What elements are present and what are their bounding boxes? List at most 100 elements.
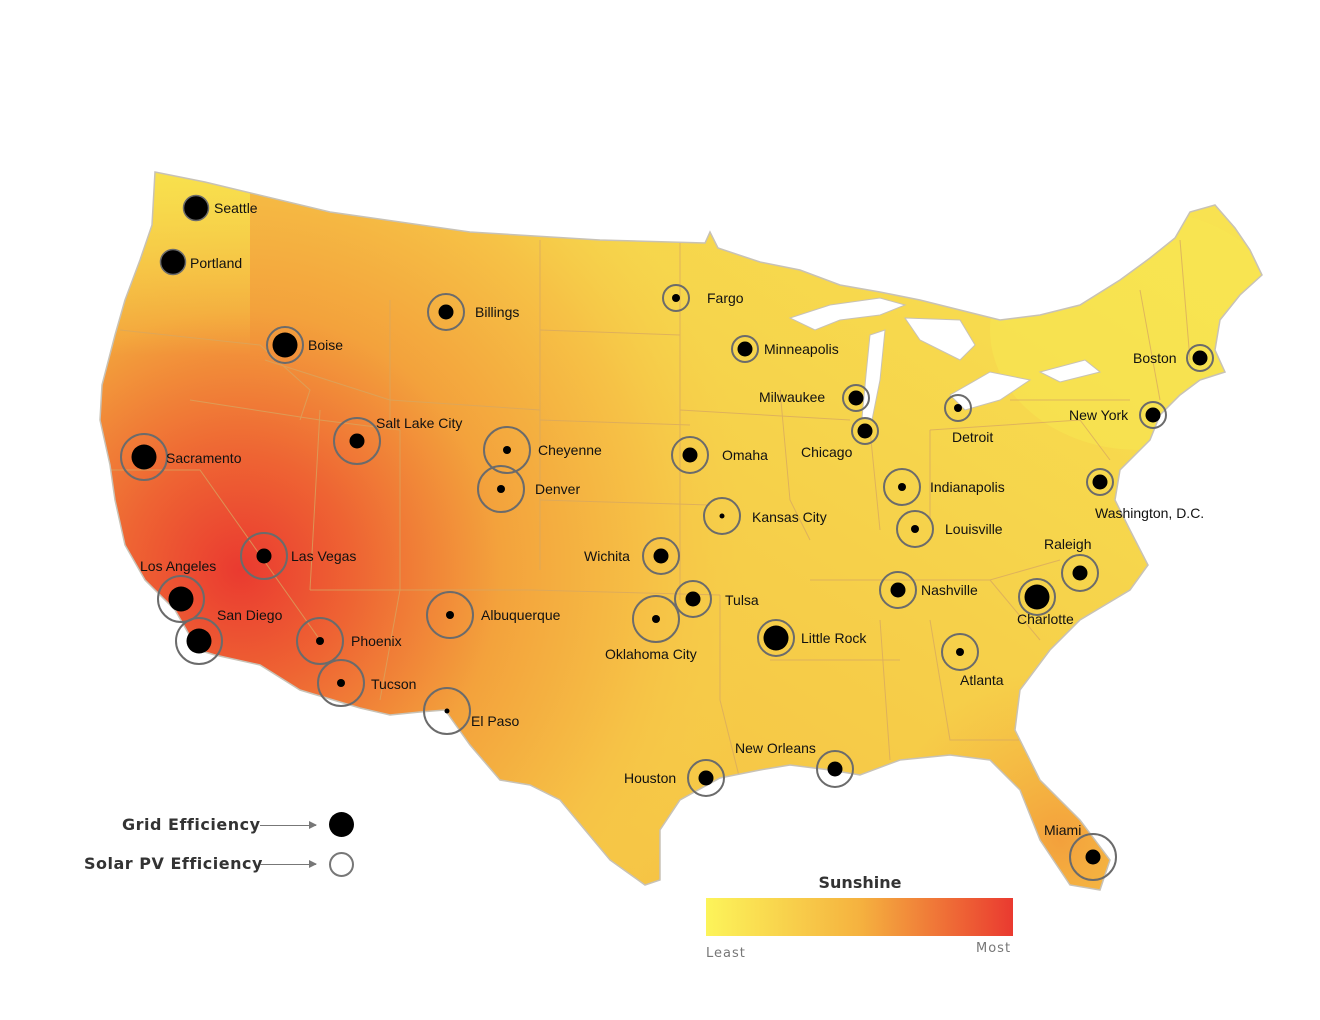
city-label: Indianapolis (930, 479, 1005, 495)
legend-solar-ring-icon (329, 852, 354, 877)
city-label: Boise (308, 337, 343, 353)
city-label: Cheyenne (538, 442, 602, 458)
grid-efficiency-dot (256, 548, 272, 564)
city-marker-houston: Houston (624, 759, 725, 797)
solar-pv-ring (944, 394, 972, 422)
city-marker-phoenix: Phoenix (296, 617, 402, 665)
legend-grid-dot-icon (329, 812, 354, 837)
city-label: Charlotte (1017, 611, 1074, 627)
solar-pv-ring (1069, 833, 1117, 881)
solar-pv-ring (483, 426, 531, 474)
city-marker-washington-d-c: Washington, D.C. (1086, 468, 1204, 521)
grid-efficiency-dot (890, 582, 906, 598)
city-label: Seattle (214, 200, 258, 216)
grid-efficiency-dot (272, 332, 298, 358)
city-marker-detroit: Detroit (944, 394, 993, 445)
solar-pv-ring (423, 687, 471, 735)
city-label: Milwaukee (759, 389, 825, 405)
city-label: Detroit (952, 429, 993, 445)
grid-efficiency-dot (349, 433, 365, 449)
city-label: Tulsa (725, 592, 759, 608)
city-marker-indianapolis: Indianapolis (883, 468, 1005, 506)
solar-pv-ring (662, 284, 690, 312)
city-marker-boston: Boston (1133, 344, 1214, 372)
city-label: Boston (1133, 350, 1177, 366)
solar-pv-ring (1061, 554, 1099, 592)
grid-efficiency-dot (719, 513, 725, 519)
grid-efficiency-dot (956, 648, 964, 656)
grid-efficiency-dot (337, 679, 345, 687)
solar-pv-ring (426, 591, 474, 639)
city-marker-tucson: Tucson (317, 659, 416, 707)
solar-pv-ring (842, 384, 870, 412)
city-label: Phoenix (351, 633, 402, 649)
city-marker-nashville: Nashville (879, 571, 978, 609)
grid-efficiency-dot (898, 483, 906, 491)
grid-efficiency-dot (446, 611, 454, 619)
city-marker-atlanta: Atlanta (941, 633, 1004, 688)
solar-pv-ring (1139, 401, 1167, 429)
city-marker-raleigh: Raleigh (1044, 536, 1099, 592)
solar-pv-ring (120, 433, 168, 481)
sunshine-scale-bar (706, 898, 1013, 936)
solar-pv-ring (1086, 468, 1114, 496)
grid-efficiency-dot (848, 390, 864, 406)
city-marker-omaha: Omaha (671, 436, 768, 474)
solar-pv-ring (296, 617, 344, 665)
city-label: Salt Lake City (376, 415, 462, 431)
legend-grid-label: Grid Efficiency (122, 815, 261, 834)
solar-pv-ring (674, 580, 712, 618)
city-marker-albuquerque: Albuquerque (426, 591, 561, 639)
city-marker-boise: Boise (266, 326, 343, 364)
city-label: Tucson (371, 676, 416, 692)
city-marker-louisville: Louisville (896, 510, 1003, 548)
city-marker-denver: Denver (477, 465, 580, 513)
city-marker-san-diego: San Diego (175, 607, 283, 665)
state-borders (110, 239, 1191, 781)
solar-pv-ring (851, 417, 879, 445)
city-marker-milwaukee: Milwaukee (759, 384, 870, 412)
solar-pv-ring (427, 293, 465, 331)
solar-pv-ring (157, 575, 205, 623)
grid-efficiency-dot (316, 637, 324, 645)
city-label: Louisville (945, 521, 1003, 537)
city-label: Denver (535, 481, 580, 497)
solar-pv-ring (896, 510, 934, 548)
city-label: El Paso (471, 713, 519, 729)
city-marker-miami: Miami (1044, 822, 1117, 881)
grid-efficiency-dot (497, 485, 505, 493)
city-label: New York (1069, 407, 1129, 423)
city-marker-cheyenne: Cheyenne (483, 426, 602, 474)
city-marker-tulsa: Tulsa (674, 580, 759, 618)
legend-solar-label: Solar PV Efficiency (84, 854, 263, 873)
solar-pv-ring (1186, 344, 1214, 372)
city-label: Raleigh (1044, 536, 1091, 552)
scale-max-label: Most (976, 941, 1012, 956)
solar-pv-ring (240, 532, 288, 580)
grid-efficiency-dot (1092, 474, 1108, 490)
grid-efficiency-dot (911, 525, 919, 533)
city-label: Little Rock (801, 630, 867, 646)
grid-efficiency-dot (857, 423, 873, 439)
solar-pv-ring (816, 750, 854, 788)
grid-efficiency-dot (131, 444, 157, 470)
city-marker-wichita: Wichita (584, 537, 680, 575)
solar-pv-ring (317, 659, 365, 707)
city-marker-minneapolis: Minneapolis (731, 335, 839, 363)
city-marker-new-orleans: New Orleans (735, 740, 854, 788)
city-label: New Orleans (735, 740, 816, 756)
grid-efficiency-dot (1145, 407, 1161, 423)
city-marker-kansas-city: Kansas City (703, 497, 827, 535)
city-marker-las-vegas: Las Vegas (240, 532, 356, 580)
city-marker-charlotte: Charlotte (1017, 578, 1074, 627)
grid-efficiency-dot (438, 304, 454, 320)
city-marker-salt-lake-city: Salt Lake City (333, 415, 462, 465)
legend-solar-arrow (260, 860, 317, 868)
grid-efficiency-dot (186, 628, 212, 654)
city-marker-seattle: Seattle (182, 194, 258, 222)
solar-pv-ring (703, 497, 741, 535)
solar-pv-ring (671, 436, 709, 474)
city-marker-billings: Billings (427, 293, 519, 331)
city-label: Oklahoma City (605, 646, 697, 662)
